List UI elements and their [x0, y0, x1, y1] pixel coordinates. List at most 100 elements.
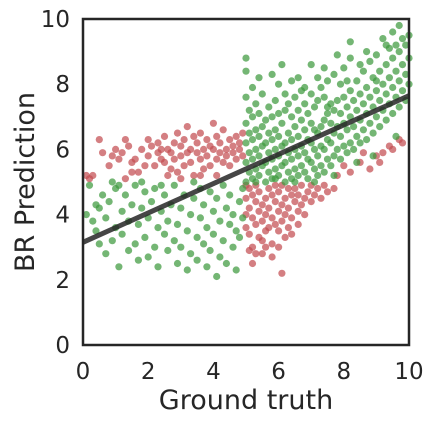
data-point-green [271, 165, 279, 173]
x-axis-label: Ground truth [159, 385, 333, 416]
data-point-green [320, 93, 328, 101]
data-point-red [193, 139, 201, 147]
data-point-green [343, 77, 351, 85]
data-point-red [239, 152, 247, 160]
data-point-green [294, 132, 302, 140]
data-point-green [323, 155, 332, 163]
data-point-green [389, 109, 397, 118]
data-point-red [180, 136, 188, 144]
data-point-green [239, 214, 247, 222]
data-point-green [314, 74, 322, 82]
data-point-green [366, 57, 374, 65]
data-point-green [206, 246, 214, 255]
data-point-green [265, 129, 273, 137]
data-point-red [245, 204, 253, 212]
data-point-green [288, 113, 296, 121]
data-point-red [99, 149, 107, 157]
data-point-red [252, 220, 260, 228]
data-point-green [398, 87, 407, 95]
data-point-red [340, 162, 348, 170]
data-point-red [121, 175, 129, 183]
data-point-red [209, 145, 217, 153]
data-point-red [151, 162, 159, 170]
data-point-green [177, 243, 185, 251]
data-point-green [131, 240, 139, 248]
data-point-green [320, 168, 328, 176]
data-point-green [363, 48, 371, 56]
data-point-red [173, 168, 182, 176]
data-point-green [382, 61, 390, 69]
data-point-red [213, 132, 221, 140]
data-point-green [229, 243, 237, 251]
data-point-green [252, 100, 260, 108]
data-point-red [115, 155, 123, 163]
data-point-green [395, 21, 403, 30]
data-point-green [173, 220, 182, 228]
data-point-red [222, 145, 230, 153]
data-point-red [235, 139, 244, 147]
data-point-red [314, 184, 322, 193]
data-point-green [271, 126, 279, 134]
data-point-green [232, 266, 240, 274]
data-point-red [213, 171, 221, 180]
data-point-red [138, 145, 146, 153]
data-point-red [291, 184, 299, 193]
data-point-green [128, 201, 136, 209]
data-point-red [288, 214, 296, 222]
data-point-red [245, 230, 253, 238]
data-point-green [219, 237, 227, 245]
data-point-green [320, 145, 328, 153]
data-point-red [294, 220, 302, 228]
data-point-green [138, 178, 146, 186]
data-point-green [183, 266, 191, 274]
data-point-green [258, 123, 266, 131]
data-point-red [248, 191, 257, 199]
data-point-green [239, 184, 247, 193]
data-point-green [209, 230, 217, 238]
data-point-green [376, 67, 384, 75]
data-point-green [245, 106, 253, 114]
data-point-green [99, 191, 107, 199]
data-point-red [262, 211, 270, 219]
data-point-red [284, 224, 292, 232]
data-point-green [304, 175, 312, 183]
data-point-green [138, 204, 146, 212]
data-point-red [193, 149, 201, 157]
data-point-red [183, 123, 191, 131]
data-point-red [121, 136, 129, 144]
data-point-green [333, 145, 341, 153]
data-point-green [248, 113, 257, 121]
data-point-red [226, 162, 234, 170]
data-point-green [108, 237, 116, 245]
data-point-green [346, 87, 354, 95]
data-point-green [134, 220, 142, 228]
data-point-red [190, 171, 198, 180]
data-point-green [327, 119, 335, 127]
data-point-green [255, 109, 263, 118]
data-point-green [108, 178, 116, 186]
data-point-green [353, 77, 361, 85]
data-point-green [353, 132, 361, 140]
data-point-red [160, 132, 169, 140]
data-point-green [284, 100, 292, 108]
data-point-green [330, 106, 338, 114]
data-point-red [170, 139, 178, 147]
data-point-green [268, 113, 276, 121]
data-point-green [255, 74, 263, 82]
data-point-green [262, 116, 270, 124]
data-point-green [288, 155, 296, 163]
data-point-green [164, 217, 172, 225]
data-point-green [265, 168, 273, 176]
y-tick-label: 10 [41, 7, 70, 33]
regression-line [81, 93, 411, 245]
data-point-green [154, 224, 162, 232]
data-point-red [278, 217, 286, 225]
data-point-green [281, 139, 289, 147]
data-point-red [170, 155, 178, 163]
data-point-green [278, 119, 286, 127]
data-point-green [392, 67, 400, 75]
data-point-red [245, 246, 253, 255]
data-point-green [262, 178, 270, 186]
data-point-red [160, 158, 169, 166]
